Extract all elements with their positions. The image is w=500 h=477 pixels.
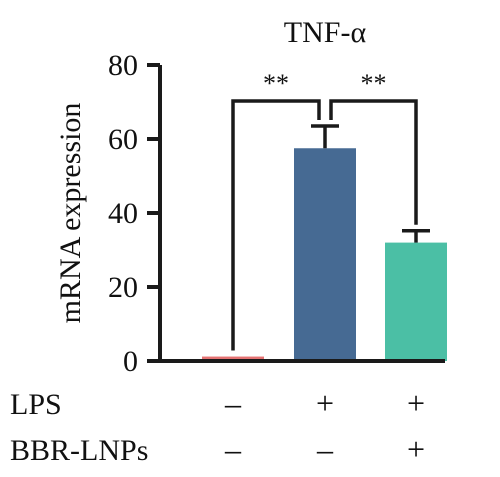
treatment-label-0: LPS: [10, 388, 62, 421]
bar-0: [202, 356, 264, 361]
bar-1: [294, 148, 356, 361]
y-tick-label: 60: [108, 123, 138, 156]
y-tick-label: 80: [108, 49, 138, 82]
y-axis-ticks: 0 20 40 60 80: [108, 49, 160, 378]
axes: [158, 65, 445, 363]
treatment-label-1: BBR-LNPs: [10, 434, 148, 467]
treatment-table: LPS – + + BBR-LNPs – – +: [10, 385, 425, 467]
y-axis-label: mRNA expression: [54, 103, 87, 324]
significance-brackets: ** **: [231, 69, 418, 351]
treatment-symbol: –: [224, 385, 242, 421]
significance-bracket-1: [329, 99, 418, 225]
treatment-symbol: –: [224, 431, 242, 467]
treatment-symbol: +: [407, 385, 425, 421]
bar-2: [385, 242, 447, 361]
treatment-symbol: –: [316, 431, 334, 467]
treatment-symbol: +: [316, 385, 334, 421]
significance-label-0: **: [263, 69, 289, 98]
significance-label-1: **: [361, 69, 387, 98]
significance-bracket-0: [231, 99, 321, 351]
y-tick-label: 0: [123, 345, 138, 378]
y-tick-label: 20: [108, 271, 138, 304]
y-tick-label: 40: [108, 197, 138, 230]
treatment-symbol: +: [407, 431, 425, 467]
bars: [202, 124, 447, 361]
chart-title: TNF-α: [284, 16, 367, 49]
